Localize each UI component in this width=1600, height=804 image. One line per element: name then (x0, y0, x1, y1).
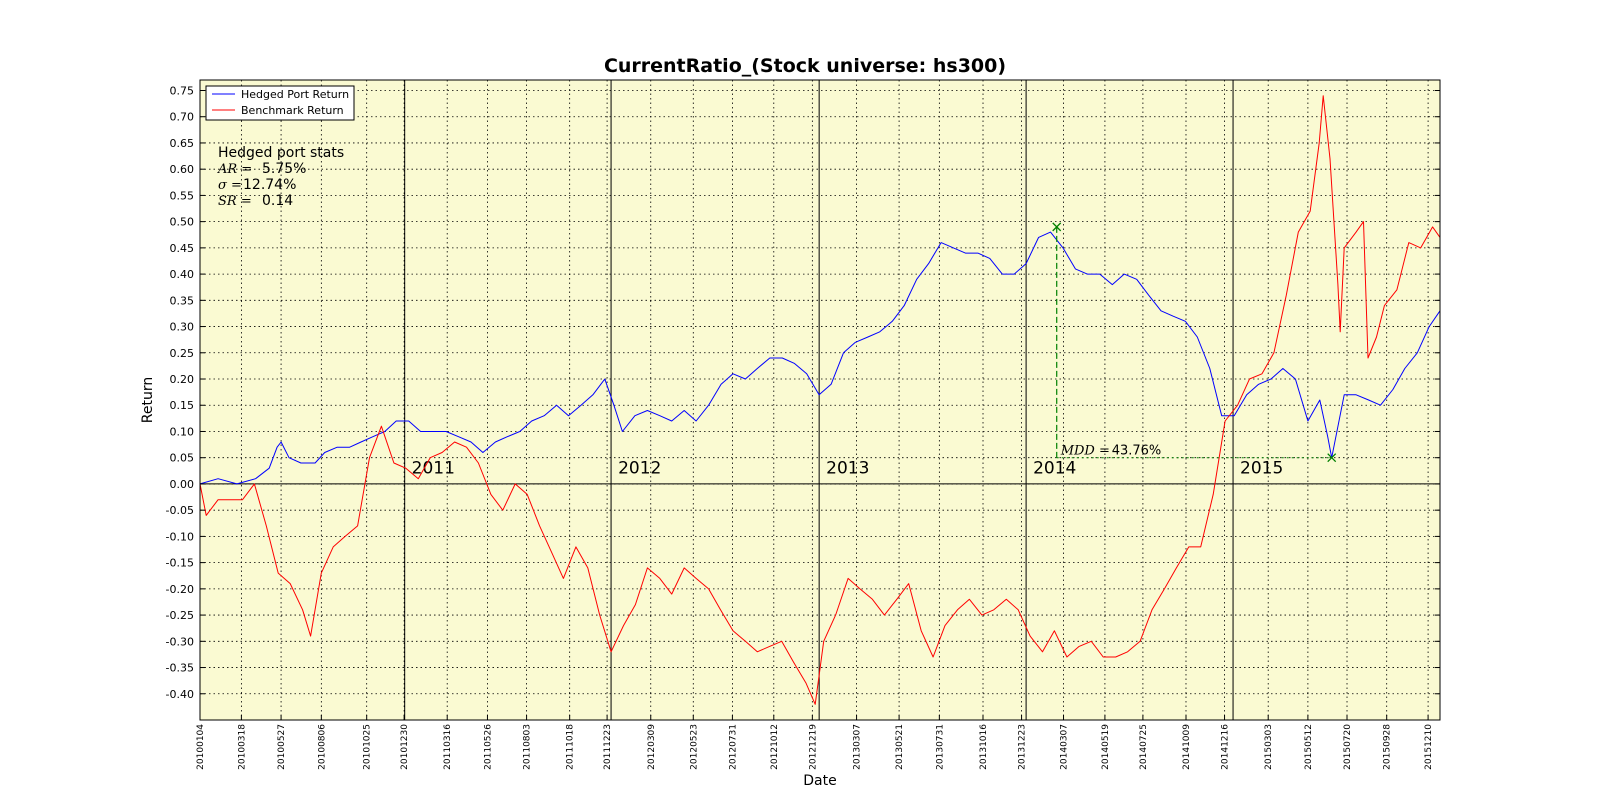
y-tick-label: 0.00 (170, 478, 195, 491)
x-tick-label: 20140307 (1060, 724, 1070, 770)
mdd-peak-marker (1052, 222, 1062, 232)
x-tick-label: 20120309 (647, 724, 657, 770)
x-tick-label: 20110803 (523, 724, 533, 770)
x-tick-label: 20150720 (1343, 724, 1353, 770)
stats-sigma-symbol: σ = (218, 178, 242, 193)
year-label: 2014 (1033, 458, 1076, 478)
stats-ar-value: 5.75% (262, 161, 306, 177)
legend-box (205, 85, 355, 121)
x-tick-label: 20101230 (400, 724, 410, 770)
y-tick-label: -0.20 (166, 583, 194, 596)
y-tick-label: 0.30 (170, 321, 195, 334)
legend-label-hedged: Hedged Port Return (241, 88, 349, 101)
x-tick-label: 20100527 (277, 724, 287, 770)
mdd-label-symbol: MDD = (1060, 444, 1110, 459)
max-drawdown-annotation: MDD = 43.76% (1052, 222, 1337, 463)
series-line-benchmark (199, 95, 1441, 705)
x-tick-label: 20120523 (689, 724, 699, 770)
y-tick-label: 0.50 (170, 216, 195, 229)
x-tick-label: 20130521 (895, 724, 905, 770)
y-tick-label: -0.35 (166, 662, 194, 675)
y-tick-label: 0.20 (170, 373, 195, 386)
y-tick-label: 0.40 (170, 268, 195, 281)
y-tick-label: -0.40 (166, 688, 194, 701)
y-tick-label: -0.15 (166, 557, 194, 570)
y-tick-label: -0.10 (166, 530, 194, 543)
x-tick-label: 20130731 (935, 724, 945, 770)
x-tick-label: 20100318 (237, 724, 247, 770)
y-tick-label: 0.65 (170, 137, 195, 150)
x-tick-label: 20100104 (196, 724, 206, 770)
x-tick-label: 20120731 (728, 724, 738, 770)
legend: Hedged Port Return Benchmark Return (205, 85, 355, 121)
series-layer (199, 95, 1441, 705)
y-tick-label: 0.70 (170, 111, 195, 124)
stats-box: Hedged port stats AR = 5.75% σ = 12.74% … (217, 145, 344, 209)
x-tick-label: 20140519 (1101, 724, 1111, 770)
x-tick-label: 20111018 (566, 724, 576, 770)
y-tick-label: 0.55 (170, 189, 195, 202)
y-tick-label: 0.05 (170, 452, 195, 465)
x-tick-label: 20141216 (1221, 724, 1231, 770)
y-tick-label: 0.35 (170, 294, 195, 307)
y-tick-label: 0.45 (170, 242, 195, 255)
plot-frame (199, 79, 1441, 721)
year-label: 2011 (412, 458, 455, 478)
x-tick-label: 20110526 (483, 724, 493, 770)
x-tick-label: 20110316 (443, 724, 453, 770)
mdd-label-value: 43.76% (1112, 444, 1162, 459)
y-tick-label: 0.75 (170, 84, 195, 97)
mdd-trough-marker (1327, 453, 1337, 463)
y-tick-label: -0.25 (166, 609, 194, 622)
stats-sr-value: 0.14 (262, 193, 293, 209)
y-tick-label: 0.10 (170, 425, 195, 438)
x-tick-label: 20121219 (808, 724, 818, 770)
x-tick-label: 20150928 (1383, 724, 1393, 770)
x-tick-label: 20151210 (1424, 724, 1434, 770)
x-tick-label: 20150303 (1264, 724, 1274, 770)
stats-heading: Hedged port stats (218, 145, 344, 161)
x-tick-label: 20131016 (979, 724, 989, 770)
x-tick-label: 20150512 (1304, 724, 1314, 770)
year-label: 2013 (826, 458, 869, 478)
x-tick-label: 20100806 (317, 724, 327, 770)
plot-background (200, 80, 1440, 720)
series-line-hedged (199, 231, 1441, 485)
x-tick-label: 20130307 (853, 724, 863, 770)
y-tick-label: -0.30 (166, 635, 194, 648)
x-tick-label: 20121012 (770, 724, 780, 770)
y-tick-label: 0.60 (170, 163, 195, 176)
x-axis-ticks: 20100104 20100318 20100527 20100806 20101025… (196, 715, 1434, 770)
y-axis-ticks: -0.40 -0.35 -0.30 -0.25 -0.20 -0.15 -0.10 -0.05… (166, 84, 1440, 701)
x-tick-label: 20101025 (363, 724, 373, 770)
y-axis-label: Return (140, 377, 156, 423)
x-tick-label: 20140725 (1139, 724, 1149, 770)
stats-sigma-value: 12.74% (243, 177, 296, 193)
x-tick-label: 20111223 (603, 724, 613, 770)
legend-label-benchmark: Benchmark Return (241, 104, 344, 117)
stats-sr-symbol: SR = (218, 194, 252, 209)
y-tick-label: 0.25 (170, 347, 195, 360)
year-markers: 2011 2012 2013 2014 2015 (404, 80, 1283, 720)
stats-ar-symbol: AR = (217, 162, 252, 177)
chart-title: CurrentRatio_(Stock universe: hs300) (604, 55, 1006, 77)
year-label: 2012 (618, 458, 661, 478)
year-label: 2015 (1240, 458, 1283, 478)
y-tick-label: -0.05 (166, 504, 194, 517)
x-tick-label: 20141009 (1182, 724, 1192, 770)
x-axis-label: Date (803, 773, 836, 789)
x-tick-label: 20131223 (1018, 724, 1028, 770)
y-tick-label: 0.15 (170, 399, 195, 412)
